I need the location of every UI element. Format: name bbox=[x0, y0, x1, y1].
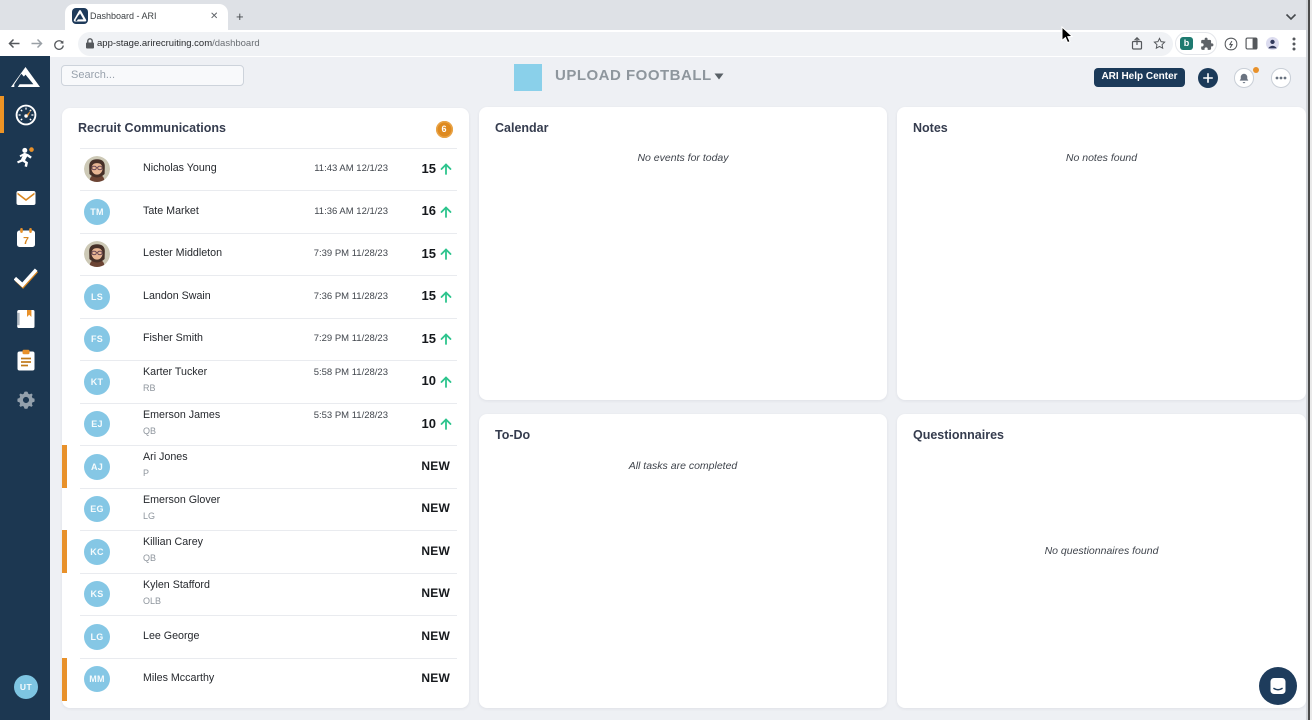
svg-text:7: 7 bbox=[23, 235, 29, 247]
